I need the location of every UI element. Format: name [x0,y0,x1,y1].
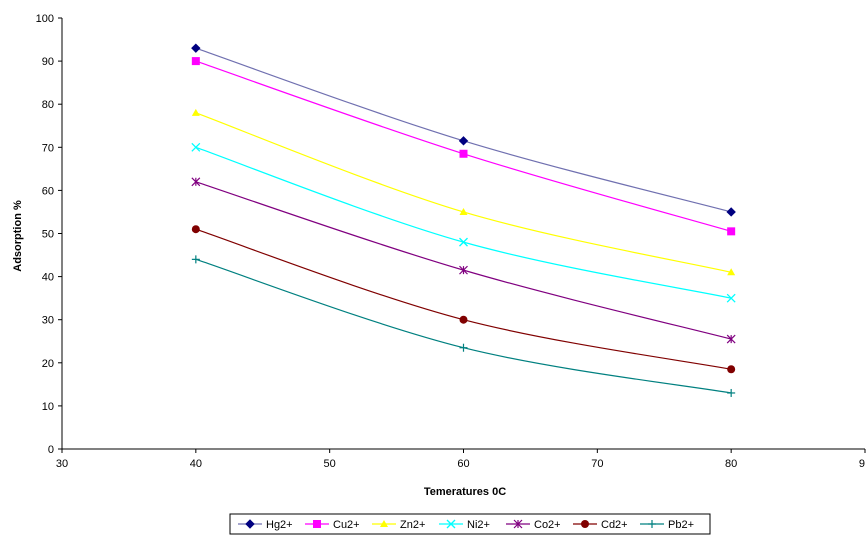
data-point [459,315,468,324]
legend-label: Cd2+ [601,519,628,531]
data-point [727,388,736,397]
data-point [191,43,201,53]
data-point [459,343,468,352]
series-line [195,258,732,394]
series-hg2plus [191,43,736,217]
legend-marker [245,519,255,529]
data-point [459,237,468,247]
legend-item: Hg2+ [238,519,293,531]
y-tick-label: 40 [42,272,54,284]
series-cu2plus [191,57,736,236]
data-point [726,207,736,217]
series-zn2plus [191,108,736,276]
legend-box [229,513,711,535]
data-point [459,207,468,215]
y-tick-label: 10 [42,401,54,413]
data-point [191,108,200,116]
legend-marker [581,520,589,528]
x-tick-label: 40 [190,458,202,470]
data-point [191,225,200,234]
series-co2plus [191,177,736,344]
legend: Hg2+ Cu2+ Zn2+ Ni2+ Co2+ Cd2+ Pb2+ [229,513,711,535]
series-line [195,146,732,299]
data-point [727,227,736,236]
legend-item: Cu2+ [305,519,360,531]
y-axis-title: Adsorption % [12,200,24,272]
y-tick-label: 60 [42,185,54,197]
y-tick-label: 20 [42,358,54,370]
legend-label: Pb2+ [668,519,694,531]
legend-label: Ni2+ [467,519,490,531]
series-cd2plus [191,225,736,374]
data-point [191,255,200,264]
y-tick-label: 0 [48,444,54,456]
x-tick-label: 80 [725,458,737,470]
data-point [458,136,469,146]
legend-item: Cd2+ [573,519,628,531]
legend-marker [446,519,456,529]
series-line [195,181,732,340]
legend-item: Pb2+ [640,519,694,531]
y-tick-label: 100 [36,13,54,25]
axes: 0 10 20 30 40 50 60 70 80 90 100 30 40 50 60 70 80 9 [36,13,866,470]
y-tick-label: 80 [42,99,54,111]
data-point [459,149,468,158]
x-tick-label: 70 [591,458,603,470]
data-point [727,268,736,276]
y-tick-label: 70 [42,142,54,154]
data-point [191,177,201,187]
y-tick-label: 30 [42,315,54,327]
y-tick-label: 50 [42,229,54,241]
data-point [191,57,200,66]
legend-label: Cu2+ [333,519,360,531]
legend-marker [313,520,321,528]
data-point [191,142,201,152]
x-tick-label: 60 [457,458,469,470]
legend-marker [513,519,523,529]
series-ni2plus [191,142,736,303]
legend-item: Zn2+ [372,519,425,531]
legend-marker [380,520,388,527]
data-point [459,265,468,275]
x-axis-title: Temeratures 0C [424,486,506,498]
legend-label: Hg2+ [266,519,293,531]
legend-marker [648,520,656,528]
y-tick-label: 90 [42,56,54,68]
x-tick-label: 9 [859,458,865,470]
series-line [195,60,732,232]
legend-item: Ni2+ [439,519,490,531]
legend-label: Co2+ [534,519,561,531]
x-tick-label: 50 [324,458,336,470]
series-pb2plus [191,255,736,397]
data-point [726,293,736,303]
data-point [727,365,736,374]
x-tick-label: 30 [56,458,68,470]
legend-label: Zn2+ [400,519,425,531]
data-point [726,334,736,344]
series-layer [191,43,736,397]
legend-item: Co2+ [506,519,561,531]
series-line [195,47,732,213]
